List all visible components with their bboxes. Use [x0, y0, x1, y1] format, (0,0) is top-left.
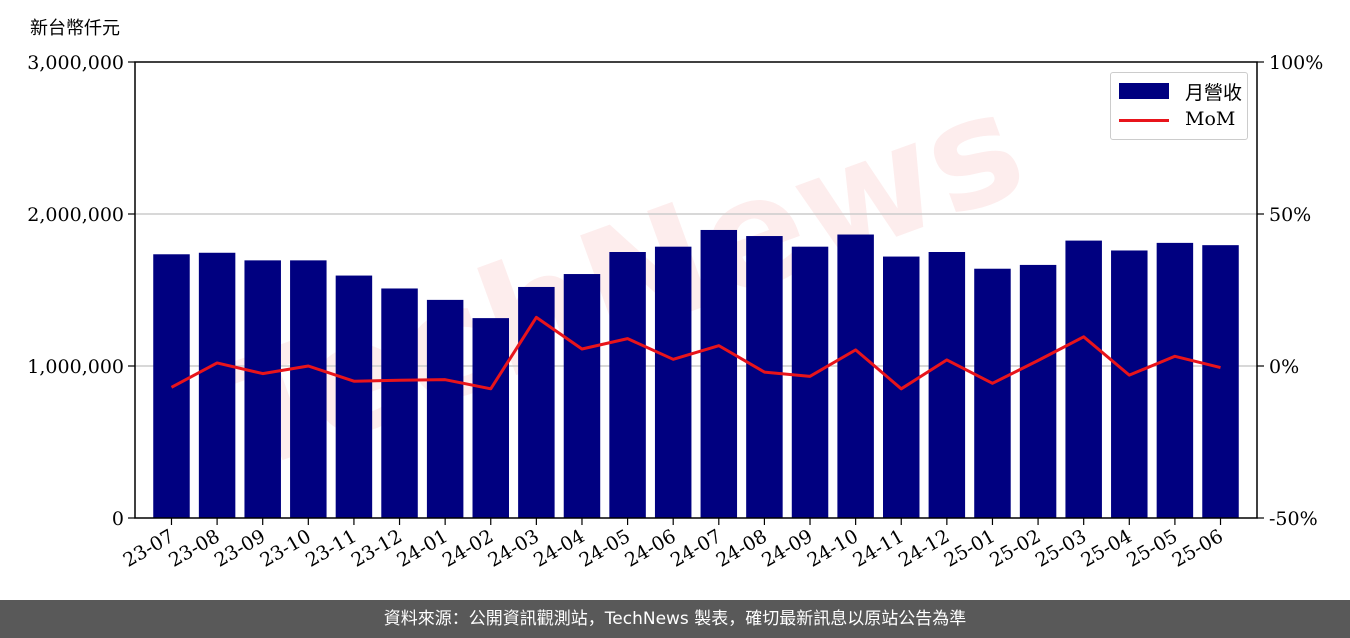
revenue-bar: [1019, 264, 1057, 518]
legend: 月營收 MoM: [1110, 72, 1248, 140]
left-tick-label: 1,000,000: [27, 356, 124, 378]
x-tick-label: 24-02: [439, 525, 497, 571]
revenue-bar: [290, 260, 327, 518]
revenue-bar: [335, 275, 373, 518]
right-tick-label: 100%: [1269, 52, 1323, 74]
revenue-bar: [381, 288, 418, 518]
source-footer: 資料來源：公開資訊觀測站，TechNews 製表，確切最新訊息以原站公告為準: [0, 600, 1350, 638]
x-tick-label: 24-09: [758, 525, 816, 571]
revenue-bar: [563, 274, 601, 518]
x-tick-label: 25-03: [1032, 525, 1090, 571]
x-tick-label: 23-09: [211, 525, 269, 571]
left-tick-label: 0: [112, 508, 124, 530]
revenue-bar: [426, 299, 464, 518]
legend-bar-swatch: [1119, 83, 1169, 99]
mom-line: [170, 315, 1221, 391]
x-tick-label: 23-12: [348, 525, 406, 571]
right-tick-label: -50%: [1269, 508, 1318, 530]
revenue-bar: [609, 252, 646, 518]
legend-line-swatch: [1119, 119, 1169, 122]
x-tick-label: 24-04: [530, 525, 588, 571]
x-tick-label: 24-06: [621, 525, 679, 571]
x-tick-label: 25-04: [1077, 525, 1135, 571]
unit-label: 新台幣仟元: [30, 18, 120, 39]
left-tick-label: 2,000,000: [27, 204, 124, 226]
revenue-bar: [654, 246, 692, 518]
x-tick-label: 25-02: [986, 525, 1044, 571]
plot-frame: [134, 61, 1258, 519]
revenue-bar: [1111, 250, 1148, 519]
legend-label-revenue: 月營收: [1185, 82, 1243, 104]
x-tick-label: 24-11: [849, 525, 907, 571]
x-tick-label: 23-07: [120, 525, 178, 571]
right-tick-label: 0%: [1269, 356, 1299, 378]
revenue-bar: [1065, 240, 1102, 518]
revenue-bar: [700, 229, 738, 518]
x-tick-label: 24-10: [804, 525, 862, 571]
x-tick-label: 24-05: [576, 525, 634, 571]
x-tick-label: 23-08: [165, 525, 223, 571]
x-tick-label: 25-01: [941, 525, 999, 571]
revenue-bar: [1202, 245, 1239, 518]
revenue-bar: [837, 234, 874, 518]
x-tick-label: 23-11: [302, 525, 360, 571]
legend-item-mom: MoM: [1119, 107, 1243, 133]
legend-label-mom: MoM: [1185, 108, 1236, 130]
revenue-bar: [198, 252, 236, 518]
x-tick-label: 24-08: [712, 525, 770, 571]
revenue-bar: [518, 286, 555, 518]
revenue-bar: [746, 236, 783, 519]
revenue-bar: [244, 260, 281, 518]
x-tick-label: 24-01: [393, 525, 451, 571]
revenue-bar: [791, 246, 829, 518]
legend-item-revenue: 月營收: [1119, 77, 1243, 104]
left-tick-label: 3,000,000: [27, 52, 124, 74]
x-tick-label: 24-12: [895, 525, 953, 571]
revenue-bar: [974, 268, 1011, 518]
x-tick-label: 23-10: [256, 525, 314, 571]
chart: TechNews01,000,0002,000,0003,000,000-50%…: [27, 52, 1323, 572]
x-tick-label: 24-03: [484, 525, 542, 571]
x-tick-label: 25-05: [1123, 525, 1181, 571]
revenue-bar: [1156, 242, 1194, 518]
revenue-bar: [472, 318, 509, 518]
x-tick-label: 25-06: [1169, 525, 1227, 571]
x-tick-label: 24-07: [667, 525, 725, 571]
right-tick-label: 50%: [1269, 204, 1311, 226]
revenue-bar: [928, 252, 966, 518]
